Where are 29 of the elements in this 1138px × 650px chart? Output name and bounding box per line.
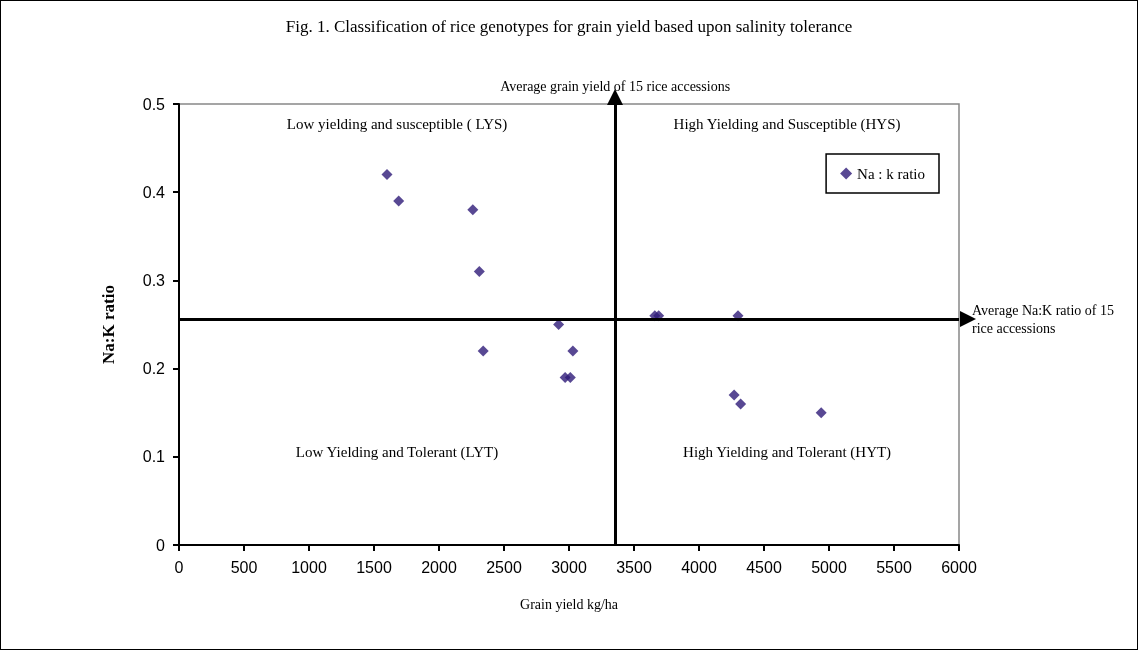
y-tick-label: 0.3 — [142, 271, 166, 289]
x-tick-label: 4000 — [681, 558, 717, 576]
x-tick-label: 1500 — [356, 558, 392, 576]
x-axis-title: Grain yield kg/ha — [520, 596, 619, 612]
annotation: High Yielding and Susceptible (HYS) — [673, 116, 901, 133]
ref-line-label: Average grain yield of 15 rice accessions — [500, 78, 731, 94]
annotation: Low yielding and susceptible ( LYS) — [286, 116, 508, 133]
chart-title: Fig. 1. Classification of rice genotypes for grain yield based upon salinity tolerance — [285, 17, 853, 36]
ref-line-label: Average Na:K ratio of 15 rice accessions — [972, 302, 1118, 336]
y-axis-title: Na:K ratio — [99, 285, 118, 364]
x-tick-label: 5500 — [876, 558, 912, 576]
x-tick-label: 5000 — [811, 558, 847, 576]
x-tick-label: 2000 — [421, 558, 457, 576]
annotation: High Yielding and Tolerant (HYT) — [683, 444, 892, 462]
legend-label: Na : k ratio — [857, 165, 926, 182]
x-tick-label: 500 — [230, 558, 258, 576]
x-tick-label: 6000 — [941, 558, 977, 576]
x-tick-label: 1000 — [291, 558, 327, 576]
y-tick-label: 0.5 — [142, 95, 166, 113]
y-tick-label: 0.2 — [142, 360, 166, 378]
y-tick-label: 0.1 — [142, 448, 166, 466]
y-tick-label: 0.4 — [142, 183, 166, 201]
y-tick-label: 0 — [156, 536, 166, 554]
x-tick-label: 4500 — [746, 558, 782, 576]
x-tick-label: 0 — [174, 558, 184, 576]
x-tick-label: 3000 — [551, 558, 587, 576]
x-tick-label: 2500 — [486, 558, 522, 576]
annotation: Low Yielding and Tolerant (LYT) — [295, 444, 499, 462]
x-tick-label: 3500 — [616, 558, 652, 576]
